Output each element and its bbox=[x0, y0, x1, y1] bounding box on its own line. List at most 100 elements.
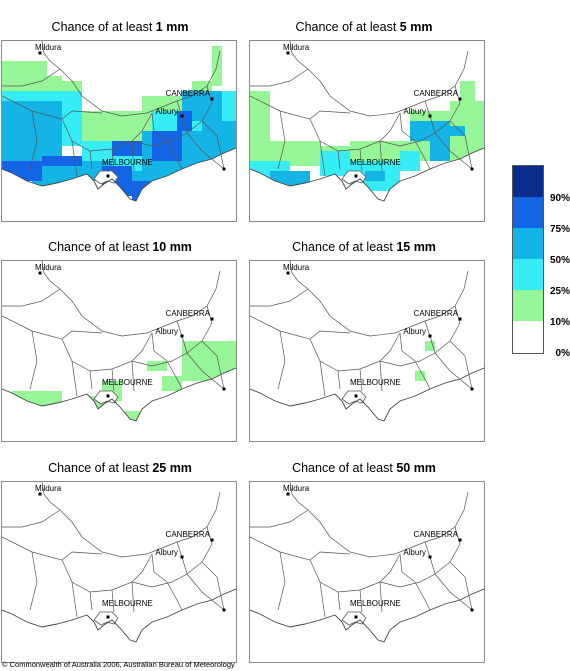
region-border bbox=[337, 370, 341, 390]
town-marker bbox=[428, 334, 432, 338]
region-border bbox=[414, 140, 431, 170]
probability-cell bbox=[460, 81, 475, 101]
region-border bbox=[359, 368, 363, 392]
region-border bbox=[337, 591, 341, 611]
place-label-albury: Albury bbox=[403, 548, 426, 557]
port-phillip-bay bbox=[93, 390, 119, 405]
region-border bbox=[289, 41, 469, 117]
title-prefix: Chance of at least bbox=[292, 461, 397, 475]
region-border bbox=[2, 315, 203, 372]
region-border bbox=[399, 553, 416, 583]
map-15mm: Mildura CANBERRA Albury MELBOURNE bbox=[249, 260, 485, 442]
region-border bbox=[414, 581, 431, 611]
region-border bbox=[131, 112, 153, 142]
place-label-albury: Albury bbox=[155, 548, 178, 557]
region-border bbox=[449, 305, 461, 342]
probability-cell bbox=[415, 371, 425, 381]
sea-mask bbox=[250, 589, 484, 662]
map-10mm: Mildura CANBERRA Albury MELBOURNE bbox=[1, 260, 237, 442]
town-marker bbox=[38, 51, 42, 55]
region-border bbox=[111, 148, 115, 172]
region-border bbox=[250, 536, 451, 593]
map-svg: Mildura CANBERRA Albury MELBOURNE bbox=[2, 261, 236, 441]
place-label-melbourne: MELBOURNE bbox=[102, 599, 153, 608]
sea-mask bbox=[2, 148, 236, 221]
legend-label-50: 50% bbox=[549, 255, 570, 266]
region-border bbox=[434, 573, 473, 611]
coastline bbox=[2, 367, 236, 422]
region-border bbox=[434, 132, 473, 170]
probability-cell bbox=[400, 151, 420, 171]
place-label-albury: Albury bbox=[155, 327, 178, 336]
place-label-albury: Albury bbox=[403, 107, 426, 116]
probability-legend bbox=[512, 165, 544, 354]
region-border bbox=[379, 581, 383, 613]
region-border bbox=[379, 332, 401, 362]
region-border bbox=[131, 360, 135, 392]
town-marker bbox=[354, 394, 358, 398]
point-marker bbox=[470, 167, 474, 171]
region-border bbox=[449, 85, 461, 122]
probability-cell bbox=[42, 156, 82, 166]
region-border bbox=[449, 340, 473, 390]
map-svg: Mildura CANBERRA Albury MELBOURNE bbox=[2, 482, 236, 662]
place-label-mildura: Mildura bbox=[283, 43, 310, 52]
town-marker bbox=[106, 615, 110, 619]
port-phillip-bay bbox=[341, 170, 367, 185]
region-border bbox=[379, 553, 401, 583]
region-border bbox=[399, 332, 416, 362]
region-border bbox=[61, 110, 103, 120]
sea-mask bbox=[250, 148, 484, 221]
title-amount: 1 mm bbox=[155, 20, 189, 34]
region-border bbox=[201, 305, 213, 342]
title-amount: 25 mm bbox=[152, 461, 192, 475]
map-svg: Mildura CANBERRA Albury MELBOURNE bbox=[250, 482, 484, 662]
town-marker bbox=[458, 97, 462, 101]
title-prefix: Chance of at least bbox=[48, 240, 153, 254]
probability-cell bbox=[410, 121, 450, 141]
region-border bbox=[309, 551, 351, 561]
region-border bbox=[186, 132, 225, 170]
region-border bbox=[111, 368, 115, 392]
point-marker bbox=[470, 387, 474, 391]
port-phillip-bay bbox=[93, 170, 119, 185]
place-label-melbourne: MELBOURNE bbox=[350, 158, 401, 167]
town-marker bbox=[458, 317, 462, 321]
coastline bbox=[250, 588, 484, 643]
coastline bbox=[250, 367, 484, 422]
panel-title-25mm: Chance of at least 25 mm bbox=[0, 461, 245, 475]
title-amount: 5 mm bbox=[399, 20, 433, 34]
region-border bbox=[131, 553, 153, 583]
place-label-melbourne: MELBOURNE bbox=[102, 378, 153, 387]
region-border bbox=[2, 68, 61, 87]
region-border bbox=[151, 112, 168, 142]
point-marker bbox=[470, 608, 474, 612]
region-border bbox=[250, 509, 309, 528]
title-amount: 15 mm bbox=[396, 240, 436, 254]
point-marker bbox=[222, 608, 226, 612]
coastline bbox=[2, 147, 236, 202]
region-border bbox=[29, 551, 38, 611]
place-label-canberra: CANBERRA bbox=[414, 530, 459, 539]
port-phillip-bay bbox=[93, 611, 119, 626]
region-border bbox=[277, 551, 286, 611]
map-svg: Mildura CANBERRA Albury MELBOURNE bbox=[250, 41, 484, 221]
region-border bbox=[2, 536, 203, 593]
legend-label-25: 25% bbox=[549, 286, 570, 297]
title-amount: 50 mm bbox=[396, 461, 436, 475]
region-border bbox=[201, 340, 225, 390]
place-label-mildura: Mildura bbox=[35, 43, 62, 52]
probability-cell bbox=[350, 141, 410, 161]
town-marker bbox=[286, 51, 290, 55]
region-border bbox=[89, 370, 93, 390]
town-marker bbox=[38, 492, 42, 496]
region-border bbox=[186, 573, 225, 611]
panel-title-10mm: Chance of at least 10 mm bbox=[0, 240, 245, 254]
legend-swatch-75 bbox=[513, 197, 543, 228]
probability-cell bbox=[450, 126, 465, 136]
region-border bbox=[201, 561, 225, 611]
place-label-albury: Albury bbox=[403, 327, 426, 336]
map-1mm: Mildura CANBERRA Albury MELBOURNE bbox=[1, 40, 237, 222]
region-border bbox=[399, 112, 416, 142]
panel-title-50mm: Chance of at least 50 mm bbox=[239, 461, 489, 475]
